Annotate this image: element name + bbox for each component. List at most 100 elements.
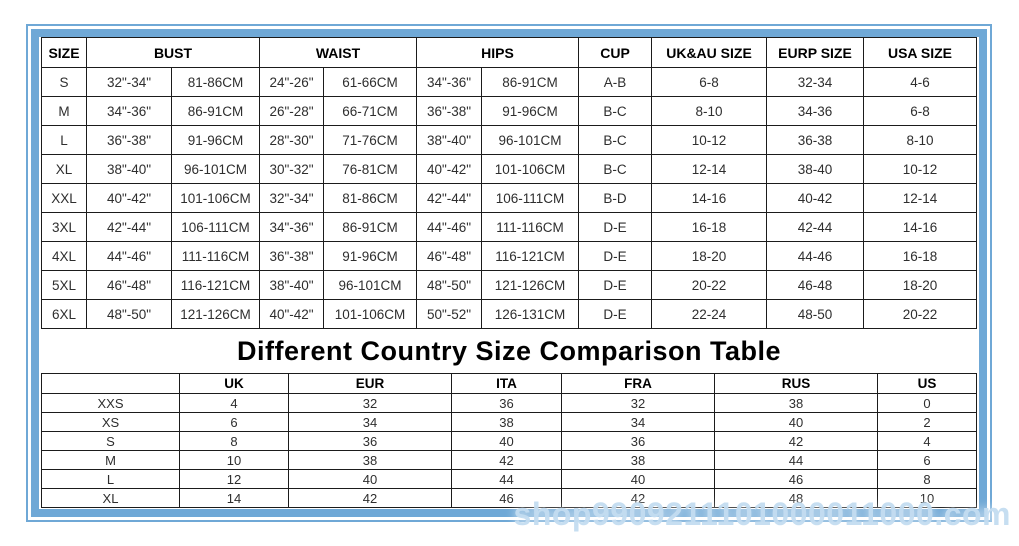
country_table-cell: 10	[877, 488, 977, 508]
size_table-cell: 6XL	[41, 299, 87, 329]
country_table-cell: 40	[451, 431, 562, 451]
size_table-cell: M	[41, 96, 87, 126]
size_table-cell: 8-10	[863, 125, 977, 155]
country_table-cell: 42	[451, 450, 562, 470]
size_table-cell: 111-116CM	[171, 241, 260, 271]
size_table-cell: 91-96CM	[323, 241, 417, 271]
size_table-cell: B-D	[578, 183, 652, 213]
size_table-cell: 44-46	[766, 241, 864, 271]
country_table-cell: 48	[714, 488, 878, 508]
size_table-cell: 12-14	[651, 154, 767, 184]
size_table-cell: XXL	[41, 183, 87, 213]
country_table-cell: 36	[451, 393, 562, 413]
country_table-cell: XXS	[41, 393, 180, 413]
size_table-cell: 44"-46"	[416, 212, 482, 242]
size_table-cell: 42"-44"	[416, 183, 482, 213]
size_table-cell: 36"-38"	[259, 241, 324, 271]
size_table-cell: 20-22	[863, 299, 977, 329]
country_table-cell: 42	[561, 488, 715, 508]
size_table-cell: 111-116CM	[481, 212, 579, 242]
country_table-cell: 46	[451, 488, 562, 508]
size_table-cell: 48"-50"	[86, 299, 172, 329]
size_table-cell: S	[41, 67, 87, 97]
size_table-cell: 40-42	[766, 183, 864, 213]
country_table-cell: 40	[288, 469, 452, 489]
country_table-cell: 42	[714, 431, 878, 451]
size_table-cell: 101-106CM	[323, 299, 417, 329]
country_table-column-header: RUS	[714, 373, 878, 394]
size_table-cell: 6-8	[651, 67, 767, 97]
country-size-comparison-table: UK EUR ITA FRA RUS US XXS 4 32 36 32 38 0 XS 6 34 38 34 40…	[41, 373, 977, 508]
size_table-cell: 14-16	[651, 183, 767, 213]
size_table-cell: D-E	[578, 212, 652, 242]
size_table-cell: 126-131CM	[481, 299, 579, 329]
size_table-cell: B-C	[578, 125, 652, 155]
size_table-row: S 32"-34" 81-86CM 24"-26" 61-66CM 34"-36" 86-9…	[41, 67, 977, 97]
size_table-cell: 36"-38"	[416, 96, 482, 126]
size_table-cell: 14-16	[863, 212, 977, 242]
size_table-cell: 46-48	[766, 270, 864, 300]
country_table-cell: L	[41, 469, 180, 489]
country_table-cell: 4	[877, 431, 977, 451]
size_table-cell: D-E	[578, 241, 652, 271]
size_table-cell: 38"-40"	[86, 154, 172, 184]
size_table-cell: 86-91CM	[171, 96, 260, 126]
size_table-cell: 40"-42"	[86, 183, 172, 213]
size_table-cell: 121-126CM	[171, 299, 260, 329]
size_table-cell: 50"-52"	[416, 299, 482, 329]
size_table-cell: 22-24	[651, 299, 767, 329]
size_table-cell: 40"-42"	[259, 299, 324, 329]
size_table-cell: 46"-48"	[86, 270, 172, 300]
size_table-cell: 66-71CM	[323, 96, 417, 126]
size_table-cell: XL	[41, 154, 87, 184]
size_table-cell: 81-86CM	[323, 183, 417, 213]
size_table-column-header: EURP SIZE	[766, 37, 864, 68]
country_table-column-header: ITA	[451, 373, 562, 394]
size_table-cell: 12-14	[863, 183, 977, 213]
size_table-cell: 76-81CM	[323, 154, 417, 184]
size_table-cell: 36"-38"	[86, 125, 172, 155]
country_table-cell: 40	[714, 412, 878, 432]
size_table-cell: D-E	[578, 299, 652, 329]
country_table-cell: 32	[561, 393, 715, 413]
size_table-row: M 34"-36" 86-91CM 26"-28" 66-71CM 36"-38" 91-9…	[41, 96, 977, 126]
size_table-cell: 81-86CM	[171, 67, 260, 97]
country_table-cell: S	[41, 431, 180, 451]
size_table-cell: 16-18	[863, 241, 977, 271]
size_table-cell: 10-12	[651, 125, 767, 155]
country_table-cell: 38	[288, 450, 452, 470]
country_table-cell: 10	[179, 450, 289, 470]
size_table-column-header: WAIST	[259, 37, 417, 68]
size_table-cell: 34"-36"	[416, 67, 482, 97]
country_table-cell: 8	[179, 431, 289, 451]
country_table-row: L 12 40 44 40 46 8	[41, 469, 977, 489]
country_table-row: M 10 38 42 38 44 6	[41, 450, 977, 470]
blue-frame-inner: SIZE BUST WAIST HIPS CUP UK&AU SIZE EURP SIZE U…	[31, 29, 987, 517]
size_table-cell: 86-91CM	[323, 212, 417, 242]
size_table-cell: L	[41, 125, 87, 155]
size_table-cell: 16-18	[651, 212, 767, 242]
size_table-cell: 26"-28"	[259, 96, 324, 126]
country_table-cell: 8	[877, 469, 977, 489]
country_table-cell: 44	[451, 469, 562, 489]
size_table-cell: 10-12	[863, 154, 977, 184]
size_table-cell: 18-20	[651, 241, 767, 271]
country_table-header-row: UK EUR ITA FRA RUS US	[41, 373, 977, 394]
size_table-cell: 5XL	[41, 270, 87, 300]
size_table-cell: 121-126CM	[481, 270, 579, 300]
size_table-row: XL 38"-40" 96-101CM 30"-32" 76-81CM 40"-42" 10…	[41, 154, 977, 184]
size_table-column-header: CUP	[578, 37, 652, 68]
country_table-column-header: EUR	[288, 373, 452, 394]
size_table-cell: 116-121CM	[171, 270, 260, 300]
size_table-cell: 48-50	[766, 299, 864, 329]
country_table-cell: 4	[179, 393, 289, 413]
size_table-cell: B-C	[578, 96, 652, 126]
size_table-cell: 4XL	[41, 241, 87, 271]
country_table-cell: 44	[714, 450, 878, 470]
country_table-cell: 34	[561, 412, 715, 432]
size_table-cell: 38"-40"	[416, 125, 482, 155]
country_table-cell: M	[41, 450, 180, 470]
country_table-cell: 38	[451, 412, 562, 432]
size_table-column-header: HIPS	[416, 37, 579, 68]
country_table-column-header	[41, 373, 180, 394]
